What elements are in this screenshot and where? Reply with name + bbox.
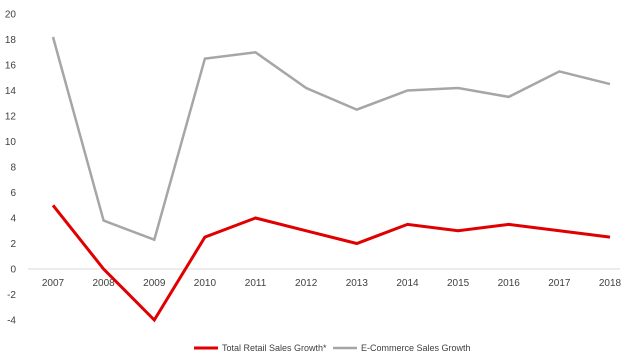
x-tick-label: 2009 bbox=[143, 278, 166, 289]
y-tick-label: -2 bbox=[7, 290, 16, 301]
y-tick-label: 18 bbox=[5, 35, 17, 46]
legend-label: E-Commerce Sales Growth bbox=[361, 343, 471, 353]
legend: Total Retail Sales Growth* E-Commerce Sal… bbox=[194, 343, 471, 353]
y-tick-label: 6 bbox=[10, 188, 16, 199]
x-axis-ticks: 2007 2008 2009 2010 2011 2012 2013 2014 2015 2016… bbox=[42, 278, 622, 289]
x-tick-label: 2018 bbox=[599, 278, 622, 289]
x-tick-label: 2010 bbox=[194, 278, 217, 289]
y-tick-label: -4 bbox=[7, 316, 16, 327]
y-tick-label: 12 bbox=[5, 112, 17, 123]
x-tick-label: 2015 bbox=[447, 278, 470, 289]
series-line-total-retail bbox=[51, 204, 611, 323]
y-tick-label: 4 bbox=[10, 214, 16, 225]
legend-label: Total Retail Sales Growth* bbox=[222, 343, 327, 353]
y-axis-ticks: -4 -2 0 2 4 6 8 10 12 14 16 18 20 bbox=[5, 10, 17, 327]
series-lines bbox=[51, 36, 611, 323]
y-tick-label: 16 bbox=[5, 61, 17, 72]
series-line-e-commerce bbox=[51, 36, 611, 242]
x-tick-label: 2013 bbox=[346, 278, 369, 289]
y-tick-label: 8 bbox=[10, 163, 16, 174]
y-tick-label: 2 bbox=[10, 239, 16, 250]
y-tick-label: 10 bbox=[5, 137, 17, 148]
x-tick-label: 2008 bbox=[93, 278, 116, 289]
x-tick-label: 2017 bbox=[548, 278, 571, 289]
x-tick-label: 2007 bbox=[42, 278, 65, 289]
y-tick-label: 0 bbox=[10, 265, 16, 276]
x-tick-label: 2016 bbox=[498, 278, 521, 289]
x-tick-label: 2011 bbox=[245, 278, 267, 289]
y-tick-label: 14 bbox=[5, 86, 17, 97]
x-tick-label: 2014 bbox=[396, 278, 419, 289]
y-tick-label: 20 bbox=[5, 10, 17, 21]
x-tick-label: 2012 bbox=[295, 278, 318, 289]
